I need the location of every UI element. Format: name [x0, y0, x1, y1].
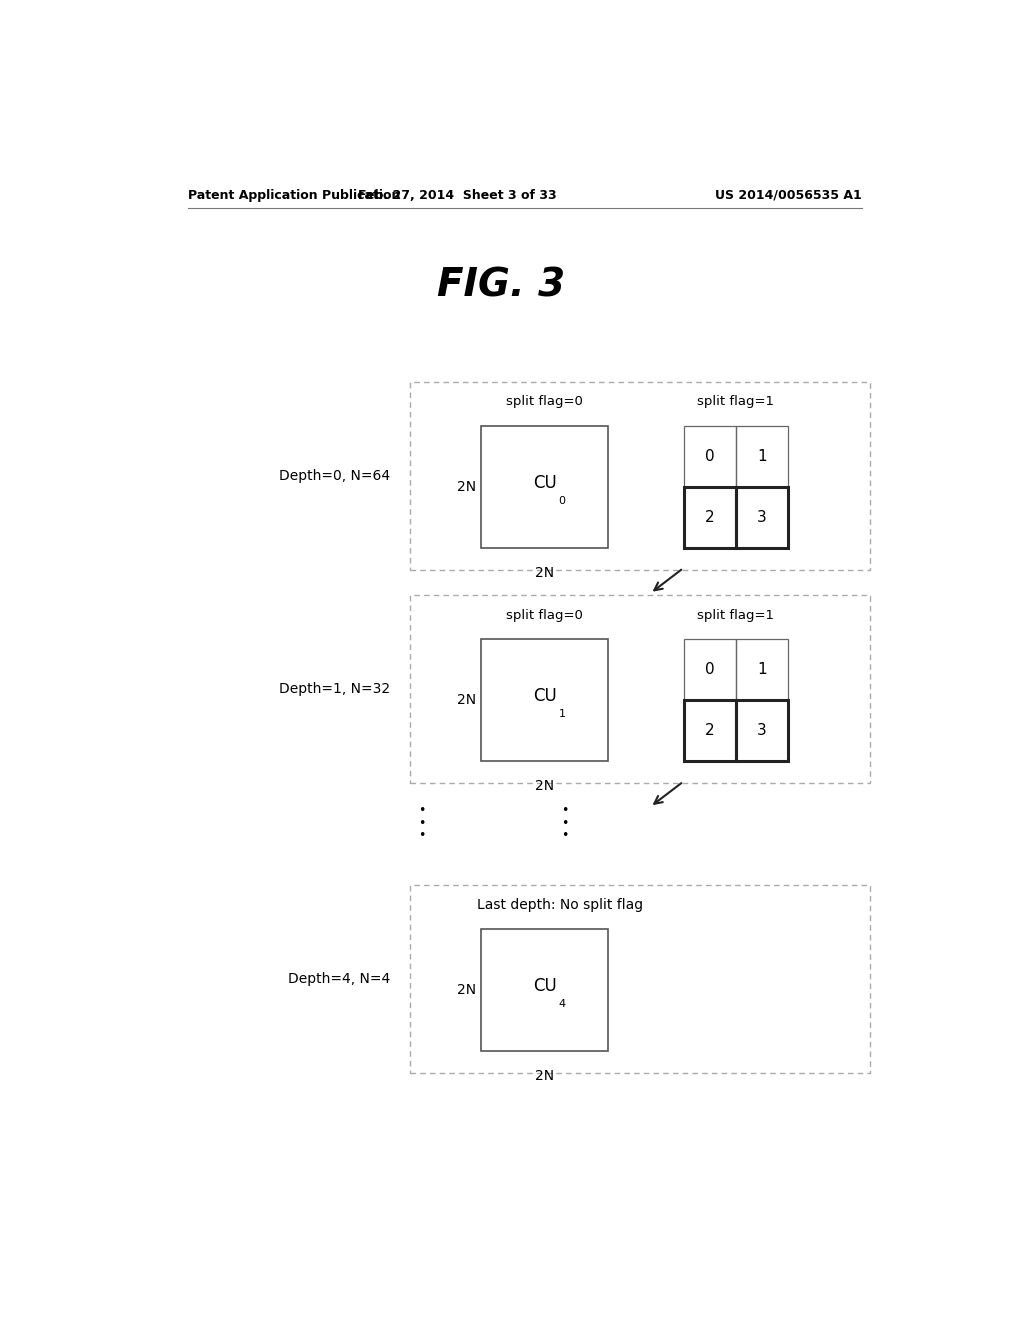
Bar — [684, 487, 735, 548]
Text: 4: 4 — [558, 999, 565, 1008]
Bar — [410, 595, 870, 784]
Text: 2N: 2N — [458, 479, 476, 494]
Text: 0: 0 — [705, 663, 715, 677]
Bar — [735, 700, 787, 762]
Text: 0: 0 — [559, 496, 565, 506]
Bar — [481, 639, 608, 762]
Text: •: • — [418, 817, 425, 830]
Text: FIG. 3: FIG. 3 — [437, 267, 565, 305]
Text: 2N: 2N — [536, 779, 554, 793]
Bar — [684, 639, 735, 700]
Text: 2: 2 — [705, 510, 715, 524]
Text: 0: 0 — [705, 449, 715, 463]
Bar — [684, 426, 735, 487]
Text: Depth=4, N=4: Depth=4, N=4 — [288, 972, 390, 986]
Text: split flag=0: split flag=0 — [506, 395, 583, 408]
Text: CU: CU — [532, 977, 556, 995]
Text: Feb. 27, 2014  Sheet 3 of 33: Feb. 27, 2014 Sheet 3 of 33 — [358, 189, 557, 202]
Text: •: • — [561, 817, 568, 830]
Text: 2N: 2N — [458, 693, 476, 708]
Bar — [684, 700, 735, 762]
Text: •: • — [561, 804, 568, 817]
Text: 1: 1 — [757, 663, 767, 677]
Text: Last depth: No split flag: Last depth: No split flag — [477, 899, 643, 912]
Bar — [410, 886, 870, 1073]
Bar — [735, 487, 787, 548]
Bar — [481, 426, 608, 548]
Text: Depth=1, N=32: Depth=1, N=32 — [279, 682, 390, 697]
Text: 1: 1 — [559, 709, 565, 719]
Text: split flag=1: split flag=1 — [697, 395, 774, 408]
Text: 2N: 2N — [536, 566, 554, 579]
Bar — [481, 929, 608, 1051]
Text: 2: 2 — [705, 723, 715, 738]
Text: 2N: 2N — [458, 983, 476, 997]
Text: •: • — [561, 829, 568, 842]
Text: CU: CU — [532, 474, 556, 491]
Text: split flag=0: split flag=0 — [506, 609, 583, 622]
Text: Patent Application Publication: Patent Application Publication — [187, 189, 400, 202]
Text: •: • — [418, 804, 425, 817]
Text: •: • — [418, 829, 425, 842]
Text: split flag=1: split flag=1 — [697, 609, 774, 622]
Text: 1: 1 — [757, 449, 767, 463]
Text: US 2014/0056535 A1: US 2014/0056535 A1 — [716, 189, 862, 202]
Text: 2N: 2N — [536, 1069, 554, 1084]
Text: CU: CU — [532, 688, 556, 705]
Bar — [410, 381, 870, 570]
Text: 3: 3 — [757, 723, 767, 738]
Bar — [735, 639, 787, 700]
Text: Depth=0, N=64: Depth=0, N=64 — [279, 469, 390, 483]
Text: 3: 3 — [757, 510, 767, 524]
Bar — [735, 426, 787, 487]
